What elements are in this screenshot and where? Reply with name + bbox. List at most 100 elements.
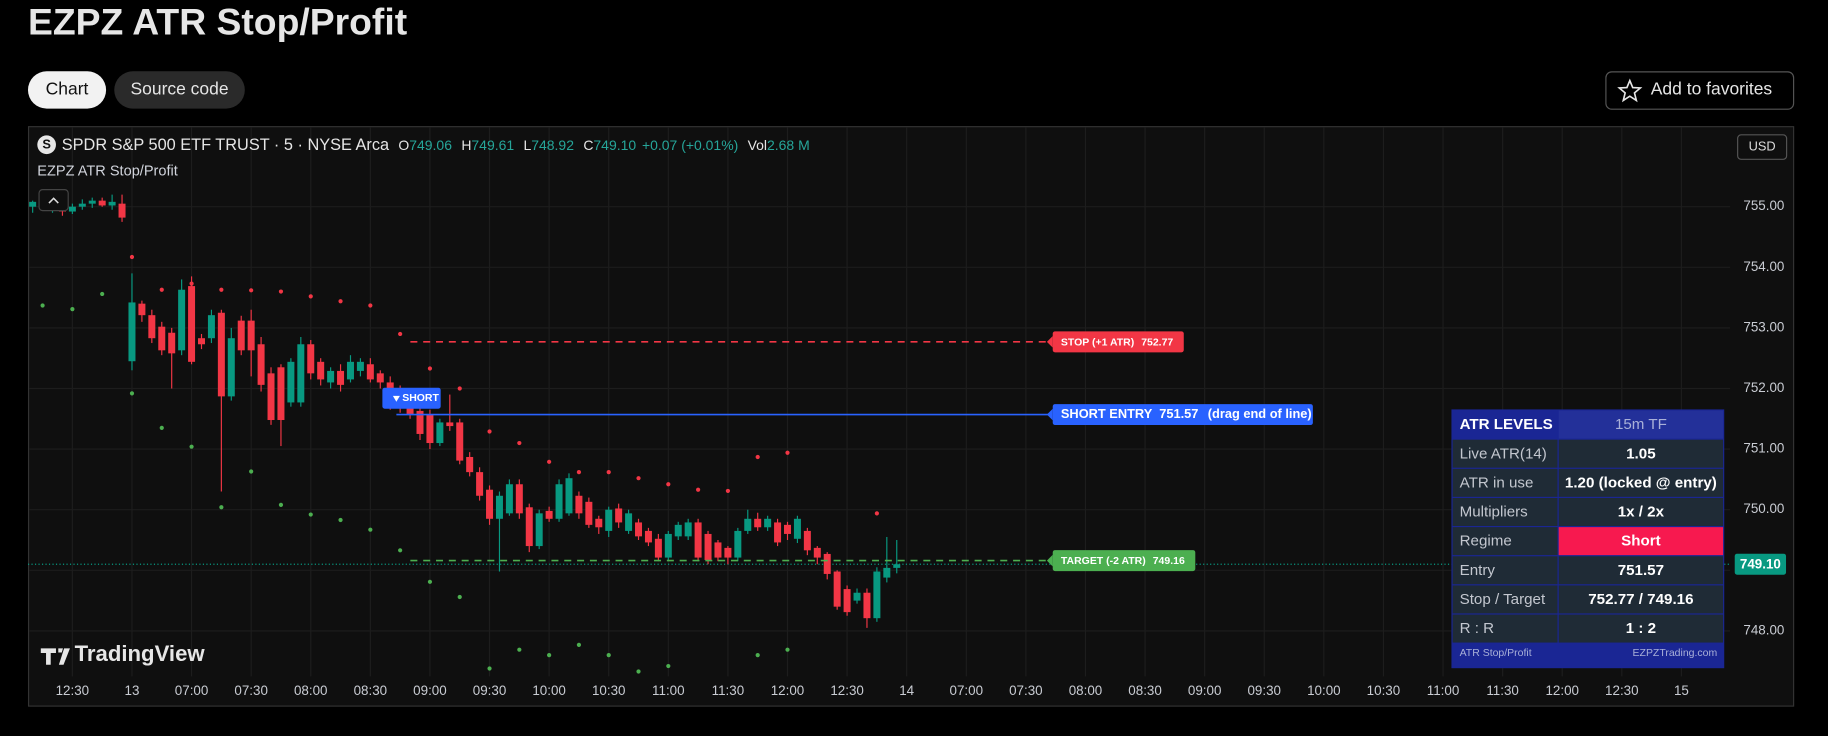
symbol-name: SPDR S&P 500 ETF TRUST · 5 · NYSE Arca O7… bbox=[62, 136, 810, 154]
atr-dot bbox=[666, 663, 671, 669]
x-tick-label: 12:30 bbox=[830, 683, 864, 698]
star-icon[interactable] bbox=[1617, 78, 1643, 103]
level-label-text[interactable]: STOP (+1 ATR) 752.77 bbox=[1061, 337, 1174, 348]
watermark-text: TradingView bbox=[75, 641, 206, 666]
tab-label[interactable]: Source code bbox=[130, 79, 228, 99]
change: +0.07 (+0.01%) bbox=[642, 137, 738, 153]
atr-dot bbox=[517, 440, 522, 446]
level-label-text[interactable]: SHORT ENTRY 751.57 (drag end of line) bbox=[1061, 407, 1312, 422]
atr-dot bbox=[249, 469, 254, 474]
atr-dot bbox=[70, 307, 75, 312]
candle-body bbox=[376, 373, 384, 383]
atr-dot bbox=[785, 647, 790, 652]
candle-body bbox=[684, 522, 692, 537]
level-value[interactable]: 752.77 bbox=[1141, 337, 1173, 348]
candle-body bbox=[555, 484, 563, 519]
level-label-pointer[interactable] bbox=[1046, 554, 1053, 567]
tab-chart[interactable]: Chart bbox=[27, 71, 107, 109]
atr-dot bbox=[129, 391, 135, 396]
table-key: Regime bbox=[1460, 533, 1512, 550]
candle-body bbox=[158, 326, 166, 351]
atr-dot bbox=[457, 594, 462, 600]
candle-body bbox=[774, 522, 782, 543]
atr-table: ATR LEVELS 15m TF Live ATR(14) 1.05 ATR in u… bbox=[1451, 409, 1725, 669]
candle-body bbox=[207, 315, 215, 339]
table-title: ATR LEVELS bbox=[1460, 416, 1553, 433]
table-timeframe: 15m TF bbox=[1615, 416, 1667, 433]
candle-body bbox=[486, 489, 494, 519]
level-value[interactable]: 751.57 bbox=[1159, 407, 1198, 422]
level-label-pointer[interactable] bbox=[1046, 408, 1053, 421]
candle-body bbox=[843, 589, 851, 613]
level-name[interactable]: TARGET (-2 ATR) bbox=[1061, 556, 1146, 567]
x-tick-label: 14 bbox=[899, 683, 914, 698]
table-key-bg bbox=[1452, 527, 1558, 556]
level-name[interactable]: SHORT ENTRY bbox=[1061, 407, 1153, 422]
tab-source[interactable]: Source code bbox=[114, 71, 245, 109]
atr-dot bbox=[368, 303, 373, 308]
atr-dot bbox=[338, 517, 343, 523]
button-label[interactable]: Add to favorites bbox=[1651, 79, 1773, 99]
candle-body bbox=[78, 203, 86, 207]
table-key: Stop / Target bbox=[1460, 591, 1546, 608]
candle-body bbox=[98, 200, 106, 206]
currency-box[interactable] bbox=[1737, 134, 1788, 160]
candle-body bbox=[664, 533, 672, 558]
atr-dot bbox=[219, 505, 224, 510]
tab-bg[interactable] bbox=[114, 71, 245, 109]
last-price-bg bbox=[1734, 553, 1787, 575]
level-label-text[interactable]: TARGET (-2 ATR) 749.16 bbox=[1061, 556, 1185, 567]
atr-dot bbox=[249, 288, 254, 293]
candle-body bbox=[356, 361, 364, 371]
candle-body bbox=[605, 509, 613, 531]
table-key-bg bbox=[1452, 439, 1558, 468]
table-value: 1.20 (locked @ entry) bbox=[1565, 474, 1717, 491]
table-value: 751.57 bbox=[1618, 562, 1664, 579]
level-label-bg[interactable] bbox=[1052, 550, 1196, 572]
candle-body bbox=[575, 495, 583, 514]
candle-body bbox=[68, 206, 76, 212]
ohlc-name: H bbox=[461, 137, 471, 153]
candle-body bbox=[585, 501, 593, 525]
level-name[interactable]: STOP (+1 ATR) bbox=[1061, 337, 1134, 348]
level-note[interactable]: (drag end of line) bbox=[1208, 407, 1312, 422]
button-border[interactable] bbox=[1605, 71, 1795, 110]
level-label-pointer[interactable] bbox=[1046, 336, 1053, 348]
candle-body bbox=[714, 542, 722, 558]
level-label[interactable]: TARGET (-2 ATR) 749.16 bbox=[1046, 550, 1196, 572]
plot bbox=[27, 194, 1731, 674]
atr-dot bbox=[427, 366, 433, 371]
candle-body bbox=[287, 361, 295, 403]
y-tick-label: 748.00 bbox=[1743, 622, 1784, 637]
candle-body bbox=[704, 533, 712, 561]
atr-dot bbox=[189, 444, 194, 449]
atr-dot bbox=[338, 299, 343, 304]
atr-dot bbox=[100, 291, 105, 297]
collapse-icon[interactable] bbox=[48, 197, 59, 204]
symbol-legend: S SPDR S&P 500 ETF TRUST · 5 · NYSE Arca… bbox=[37, 134, 1788, 212]
candle-body bbox=[456, 422, 464, 461]
candle-body bbox=[227, 338, 235, 397]
level-label-bg[interactable] bbox=[1052, 331, 1184, 353]
collapse-button[interactable] bbox=[38, 189, 69, 212]
currency[interactable]: USD bbox=[1749, 138, 1776, 153]
atr-dot bbox=[398, 548, 403, 553]
candle-body bbox=[317, 361, 325, 380]
table-key: Multipliers bbox=[1460, 504, 1529, 521]
tab-bg[interactable] bbox=[27, 71, 107, 109]
candle-body bbox=[426, 413, 434, 444]
level-label[interactable]: SHORT ENTRY 751.57 (drag end of line) bbox=[1046, 404, 1313, 426]
x-tick-label: 07:30 bbox=[234, 683, 268, 698]
favorite-button[interactable]: Add to favorites bbox=[1605, 71, 1795, 110]
level-label-bg[interactable] bbox=[1052, 404, 1313, 426]
tab-label[interactable]: Chart bbox=[46, 79, 89, 99]
level-value[interactable]: 749.16 bbox=[1153, 556, 1185, 567]
table-footer-left: ATR Stop/Profit bbox=[1460, 648, 1532, 659]
candle-body bbox=[337, 370, 345, 385]
candle-body bbox=[784, 524, 791, 534]
level-label[interactable]: STOP (+1 ATR) 752.77 bbox=[1046, 331, 1184, 353]
atr-dot bbox=[547, 459, 552, 464]
atr-dot bbox=[606, 470, 611, 475]
